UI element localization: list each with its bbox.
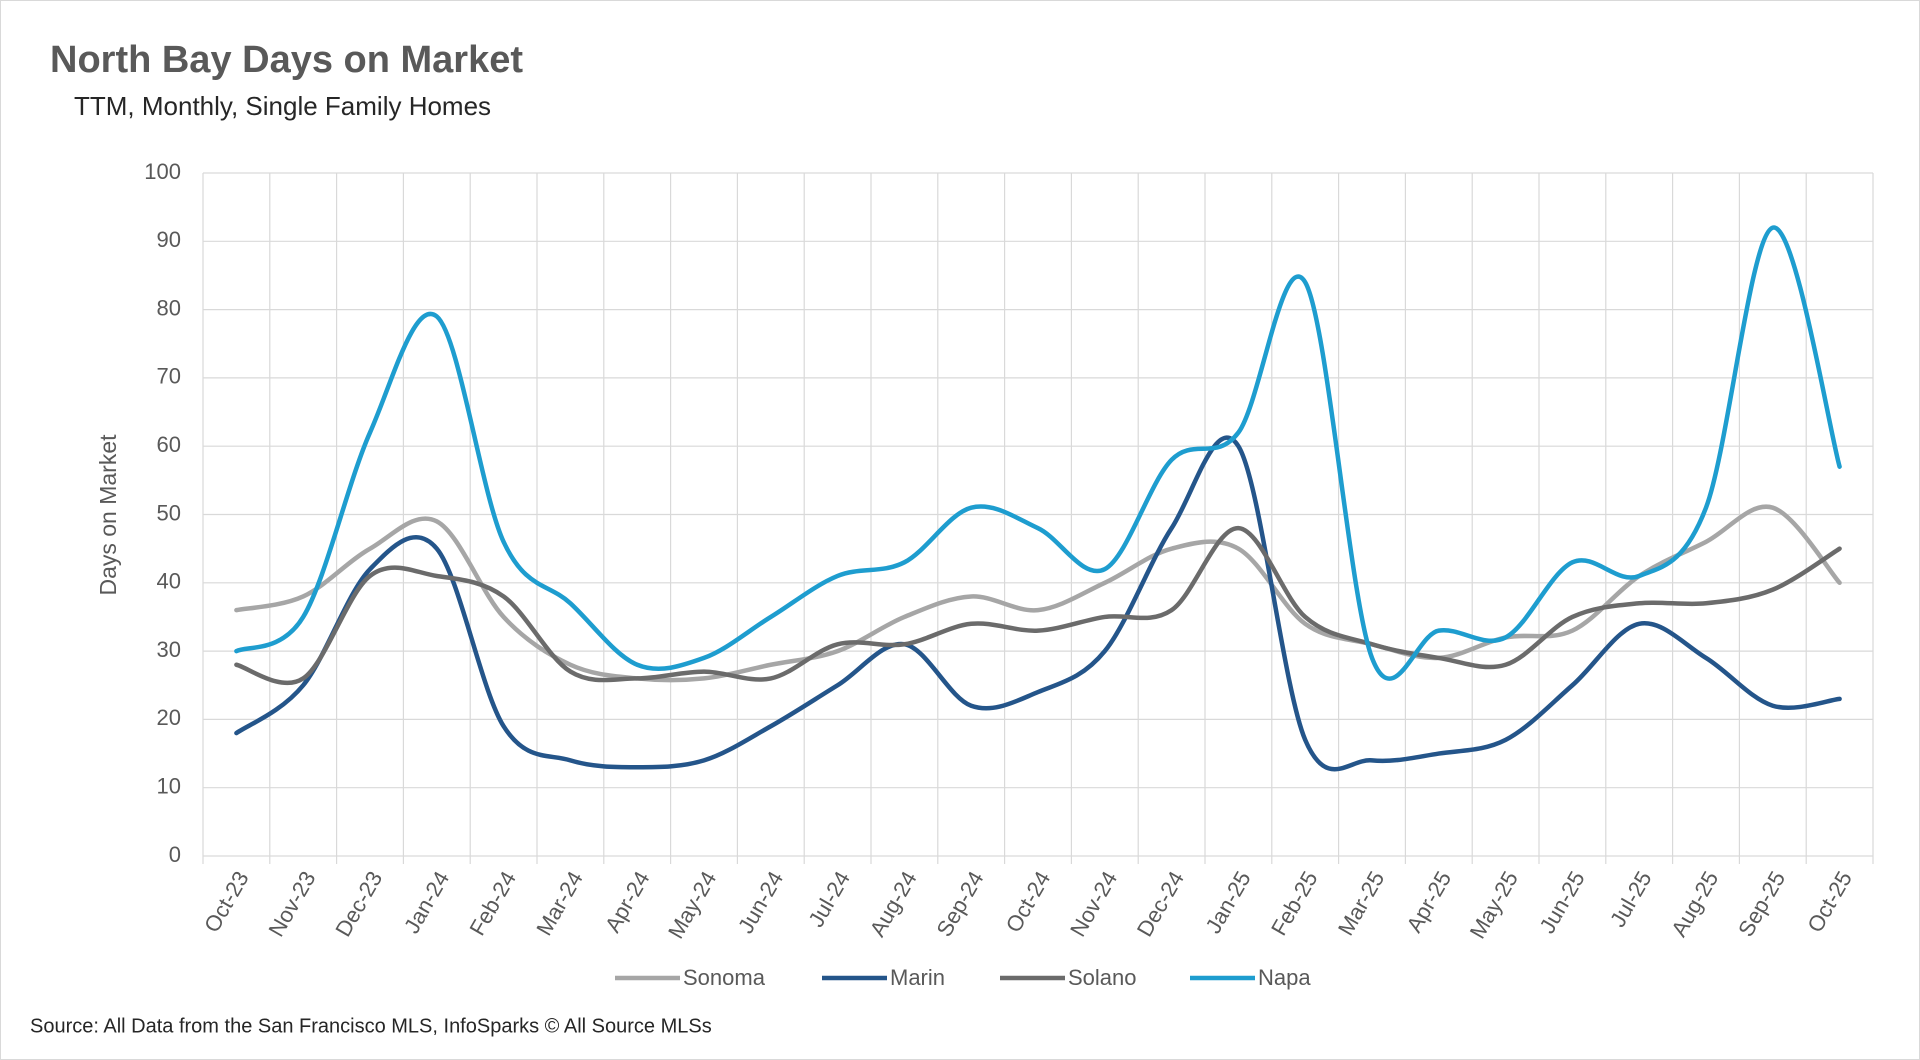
- chart-title: North Bay Days on Market: [50, 39, 523, 81]
- legend-label: Marin: [890, 965, 945, 990]
- y-tick-label: 80: [157, 295, 181, 320]
- y-axis-label: Days on Market: [95, 434, 121, 596]
- source-note: Source: All Data from the San Francisco …: [30, 1015, 712, 1037]
- y-tick-label: 10: [157, 774, 181, 799]
- y-tick-label: 20: [157, 705, 181, 730]
- line-series: [234, 525, 1842, 686]
- line-series: [234, 504, 1842, 683]
- legend-label: Sonoma: [683, 965, 766, 990]
- legend-label: Solano: [1068, 965, 1137, 990]
- chart-subtitle: TTM, Monthly, Single Family Homes: [74, 91, 491, 121]
- y-tick-label: 40: [157, 569, 181, 594]
- y-tick-label: 50: [157, 500, 181, 525]
- legend-label: Napa: [1258, 965, 1311, 990]
- y-tick-label: 30: [157, 637, 181, 662]
- y-tick-label: 100: [144, 159, 181, 184]
- y-tick-label: 70: [157, 364, 181, 389]
- y-tick-label: 0: [169, 842, 181, 867]
- y-tick-label: 60: [157, 432, 181, 457]
- line-series: [234, 225, 1842, 681]
- line-series: [234, 435, 1842, 772]
- y-tick-label: 90: [157, 227, 181, 252]
